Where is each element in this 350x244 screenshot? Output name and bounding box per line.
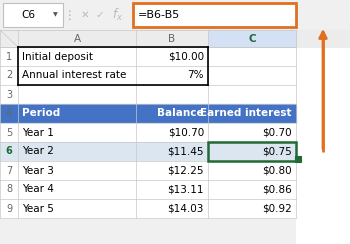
Text: $14.03: $14.03 xyxy=(168,203,204,214)
Text: C: C xyxy=(248,33,256,43)
Text: $0.80: $0.80 xyxy=(262,165,292,175)
Text: $10.70: $10.70 xyxy=(168,128,204,138)
Bar xyxy=(0,66,296,85)
Bar xyxy=(0,180,296,199)
Text: 7: 7 xyxy=(6,165,12,175)
Text: $f_x$: $f_x$ xyxy=(112,7,124,23)
Bar xyxy=(3,3,63,27)
Bar xyxy=(0,161,296,180)
Text: ▼: ▼ xyxy=(52,12,57,18)
Text: 9: 9 xyxy=(6,203,12,214)
Bar xyxy=(0,199,296,218)
Text: =B6-B5: =B6-B5 xyxy=(138,10,180,20)
Text: B: B xyxy=(168,33,176,43)
Bar xyxy=(0,104,296,123)
Text: 2: 2 xyxy=(6,71,12,81)
Text: Balance: Balance xyxy=(158,109,204,119)
Bar xyxy=(133,3,296,27)
Text: 3: 3 xyxy=(6,90,12,100)
Bar xyxy=(208,142,296,161)
Bar xyxy=(0,85,296,104)
Bar xyxy=(0,142,296,161)
Text: $11.45: $11.45 xyxy=(168,146,204,156)
Bar xyxy=(0,123,296,142)
Text: 1: 1 xyxy=(6,51,12,61)
Text: $12.25: $12.25 xyxy=(168,165,204,175)
Bar xyxy=(296,30,350,244)
Text: $13.11: $13.11 xyxy=(168,184,204,194)
Text: Initial deposit: Initial deposit xyxy=(22,51,93,61)
Text: Year 5: Year 5 xyxy=(22,203,54,214)
Text: Year 4: Year 4 xyxy=(22,184,54,194)
Text: ⋮: ⋮ xyxy=(64,9,76,21)
Text: Period: Period xyxy=(22,109,60,119)
Text: C6: C6 xyxy=(21,10,35,20)
Bar xyxy=(0,30,350,47)
Bar xyxy=(295,156,301,162)
Text: ✓: ✓ xyxy=(96,10,104,20)
Bar xyxy=(0,47,296,66)
Text: 5: 5 xyxy=(6,128,12,138)
Text: Year 2: Year 2 xyxy=(22,146,54,156)
Text: Earned interest: Earned interest xyxy=(201,109,292,119)
Text: $0.70: $0.70 xyxy=(262,128,292,138)
Text: 6: 6 xyxy=(6,146,12,156)
Text: 4: 4 xyxy=(6,109,12,119)
Text: Annual interest rate: Annual interest rate xyxy=(22,71,126,81)
Text: $0.75: $0.75 xyxy=(262,146,292,156)
Text: 8: 8 xyxy=(6,184,12,194)
Text: $10.00: $10.00 xyxy=(168,51,204,61)
Text: $0.86: $0.86 xyxy=(262,184,292,194)
Text: ✕: ✕ xyxy=(80,10,89,20)
Text: A: A xyxy=(74,33,80,43)
Text: $0.92: $0.92 xyxy=(262,203,292,214)
Text: Year 1: Year 1 xyxy=(22,128,54,138)
Bar xyxy=(0,0,350,30)
Text: Year 3: Year 3 xyxy=(22,165,54,175)
Text: 7%: 7% xyxy=(188,71,204,81)
Bar xyxy=(208,30,296,47)
Text: $0.75: $0.75 xyxy=(262,146,292,156)
